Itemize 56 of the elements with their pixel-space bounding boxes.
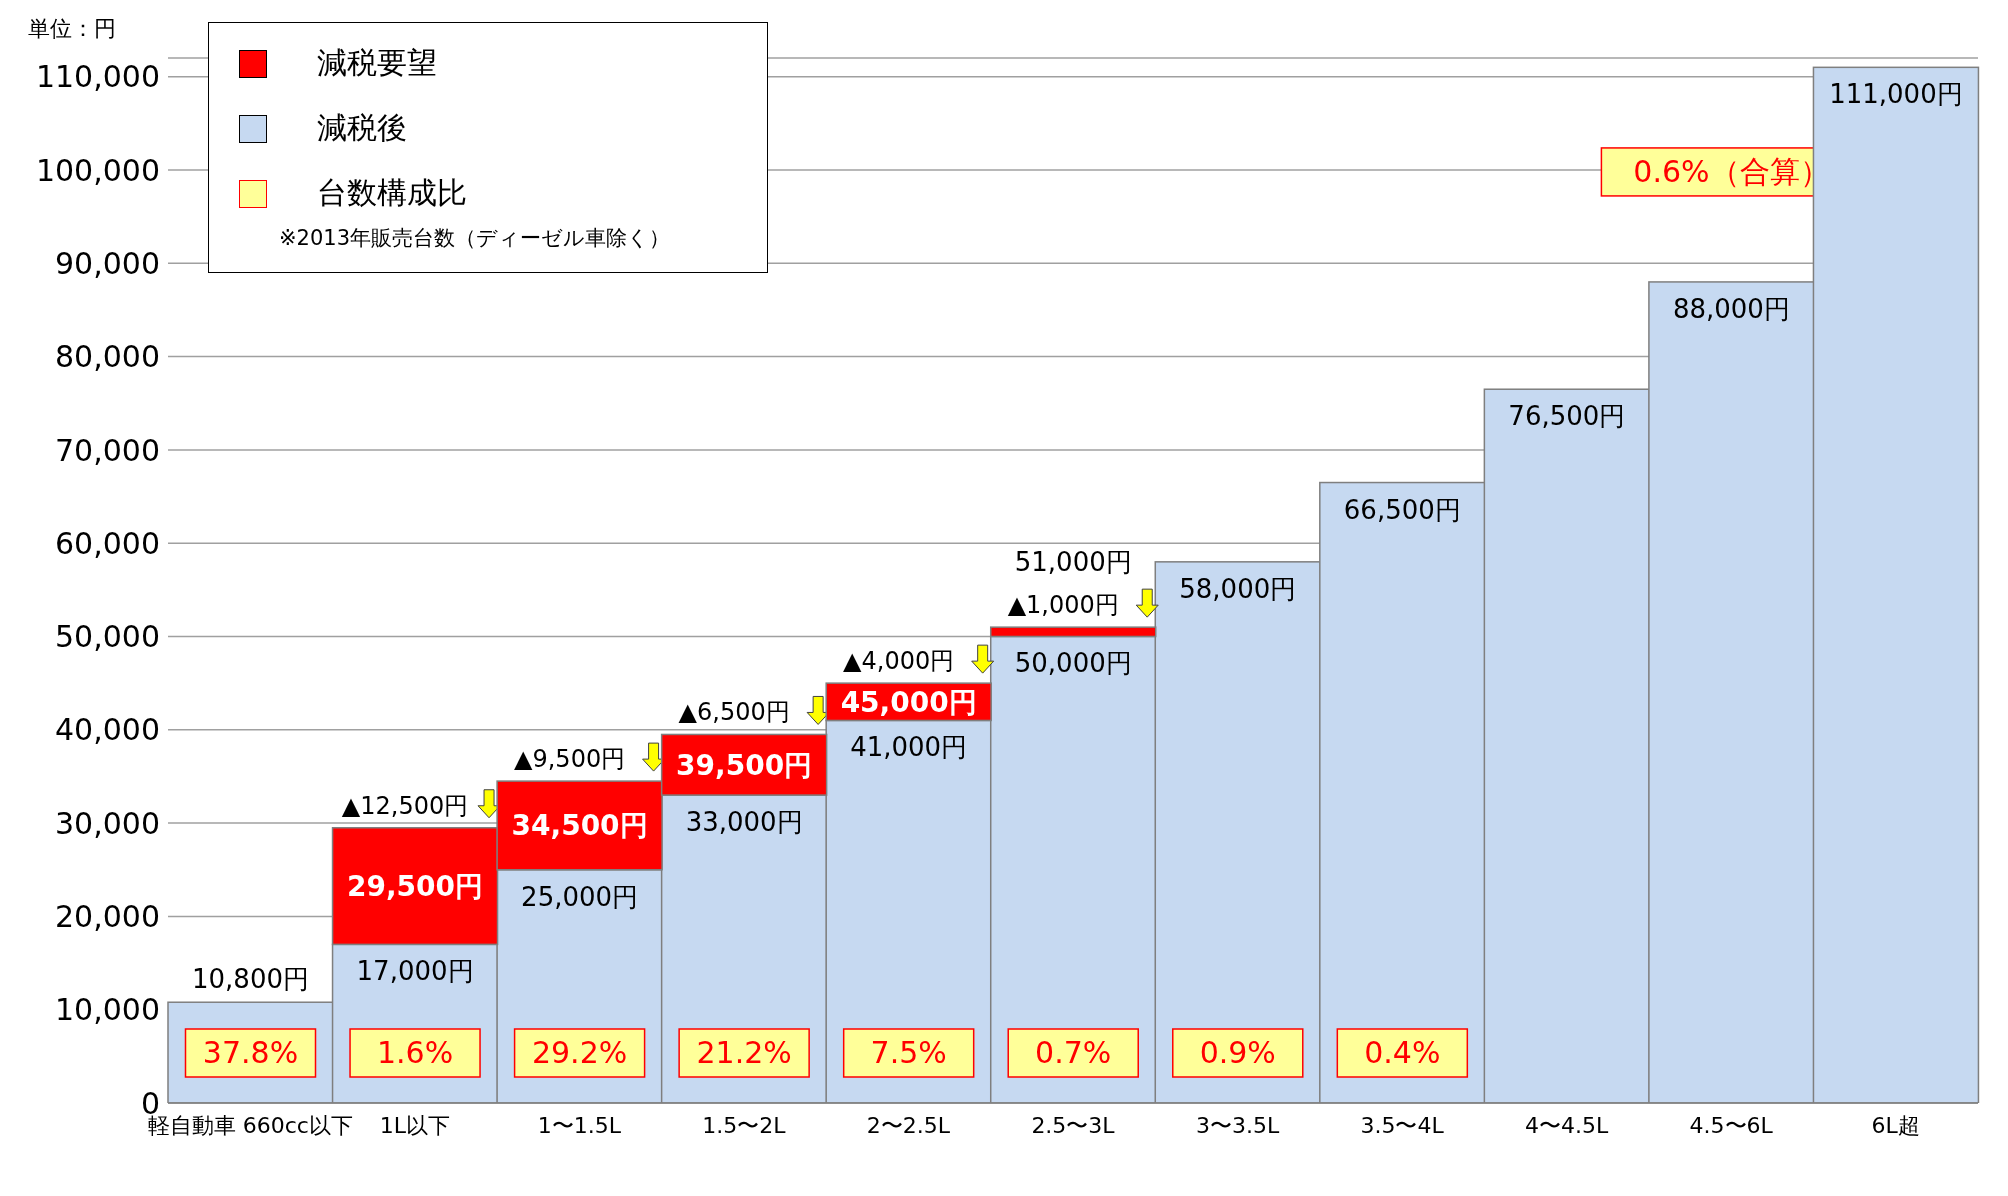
legend-label: 減税後 bbox=[317, 109, 407, 147]
annotation: 29.2% bbox=[531, 1035, 628, 1070]
annotation: 0.6%（合算） bbox=[1633, 153, 1830, 189]
x-tick-label: 1〜1.5L bbox=[537, 1112, 622, 1138]
data-label: 88,000円 bbox=[1672, 293, 1790, 324]
annotation: 0.7% bbox=[1035, 1035, 1112, 1070]
y-tick-label: 30,000 bbox=[55, 805, 160, 841]
annotation: ※2013年販売台数（ディーゼル車除く） bbox=[278, 225, 672, 252]
data-label: 66,500円 bbox=[1343, 494, 1461, 525]
annotation: 1.6% bbox=[376, 1035, 454, 1070]
y-tick-label: 10,000 bbox=[55, 992, 160, 1028]
y-tick-label: 90,000 bbox=[55, 245, 160, 281]
y-tick-label: 60,000 bbox=[55, 525, 160, 561]
x-tick-label: 2.5〜3L bbox=[1031, 1112, 1116, 1138]
x-tick-label: 3.5〜4L bbox=[1360, 1112, 1445, 1138]
x-tick-label: 4.5〜6L bbox=[1689, 1112, 1774, 1138]
y-axis-title: 単位：円 bbox=[28, 15, 116, 43]
annotation: 51,000円 bbox=[1014, 547, 1132, 578]
data-label: 25,000円 bbox=[521, 881, 639, 912]
annotation: 29,500円 bbox=[347, 870, 484, 904]
annotation: ▲6,500円 bbox=[678, 698, 790, 727]
x-tick-label: 1.5〜2L bbox=[702, 1112, 787, 1138]
y-tick-label: 110,000 bbox=[35, 59, 160, 95]
y-tick-label: 40,000 bbox=[55, 712, 160, 748]
legend-label: 減税要望 bbox=[317, 44, 437, 82]
x-tick-label: 2〜2.5L bbox=[866, 1112, 951, 1138]
y-tick-label: 70,000 bbox=[55, 432, 160, 468]
x-tick-label: 3〜3.5L bbox=[1195, 1112, 1280, 1138]
x-tick-label: 4〜4.5L bbox=[1525, 1112, 1609, 1138]
x-tick-label: 6L超 bbox=[1871, 1112, 1920, 1138]
x-tick-label: 1L以下 bbox=[379, 1112, 450, 1138]
data-label: 17,000円 bbox=[356, 956, 474, 987]
annotation: 21.2% bbox=[696, 1035, 792, 1070]
data-label: 33,000円 bbox=[685, 807, 803, 838]
annotation: ▲1,000円 bbox=[1007, 591, 1119, 620]
annotation: 34,500円 bbox=[511, 809, 648, 843]
annotation: 0.9% bbox=[1199, 1035, 1276, 1070]
annotation: 45,000円 bbox=[840, 685, 977, 719]
y-tick-label: 80,000 bbox=[55, 339, 160, 375]
data-label: 41,000円 bbox=[850, 732, 968, 763]
y-tick-label: 50,000 bbox=[55, 619, 160, 655]
annotation: 37.8% bbox=[202, 1035, 299, 1070]
data-label: 111,000円 bbox=[1829, 79, 1963, 110]
data-label: 58,000円 bbox=[1179, 573, 1297, 604]
data-label: 10,800円 bbox=[192, 964, 309, 995]
annotation: 0.4% bbox=[1364, 1035, 1441, 1070]
annotation: 39,500円 bbox=[676, 748, 813, 782]
annotation: 7.5% bbox=[870, 1035, 947, 1070]
annotation: ▲12,500円 bbox=[341, 791, 469, 820]
annotation: ▲9,500円 bbox=[514, 745, 626, 774]
annotation: ▲4,000円 bbox=[843, 647, 955, 676]
annotation: 台数構成比 bbox=[317, 174, 467, 212]
data-label: 50,000円 bbox=[1014, 648, 1132, 679]
y-tick-label: 100,000 bbox=[35, 152, 160, 188]
y-tick-label: 20,000 bbox=[55, 899, 160, 935]
data-label: 76,500円 bbox=[1508, 401, 1626, 432]
